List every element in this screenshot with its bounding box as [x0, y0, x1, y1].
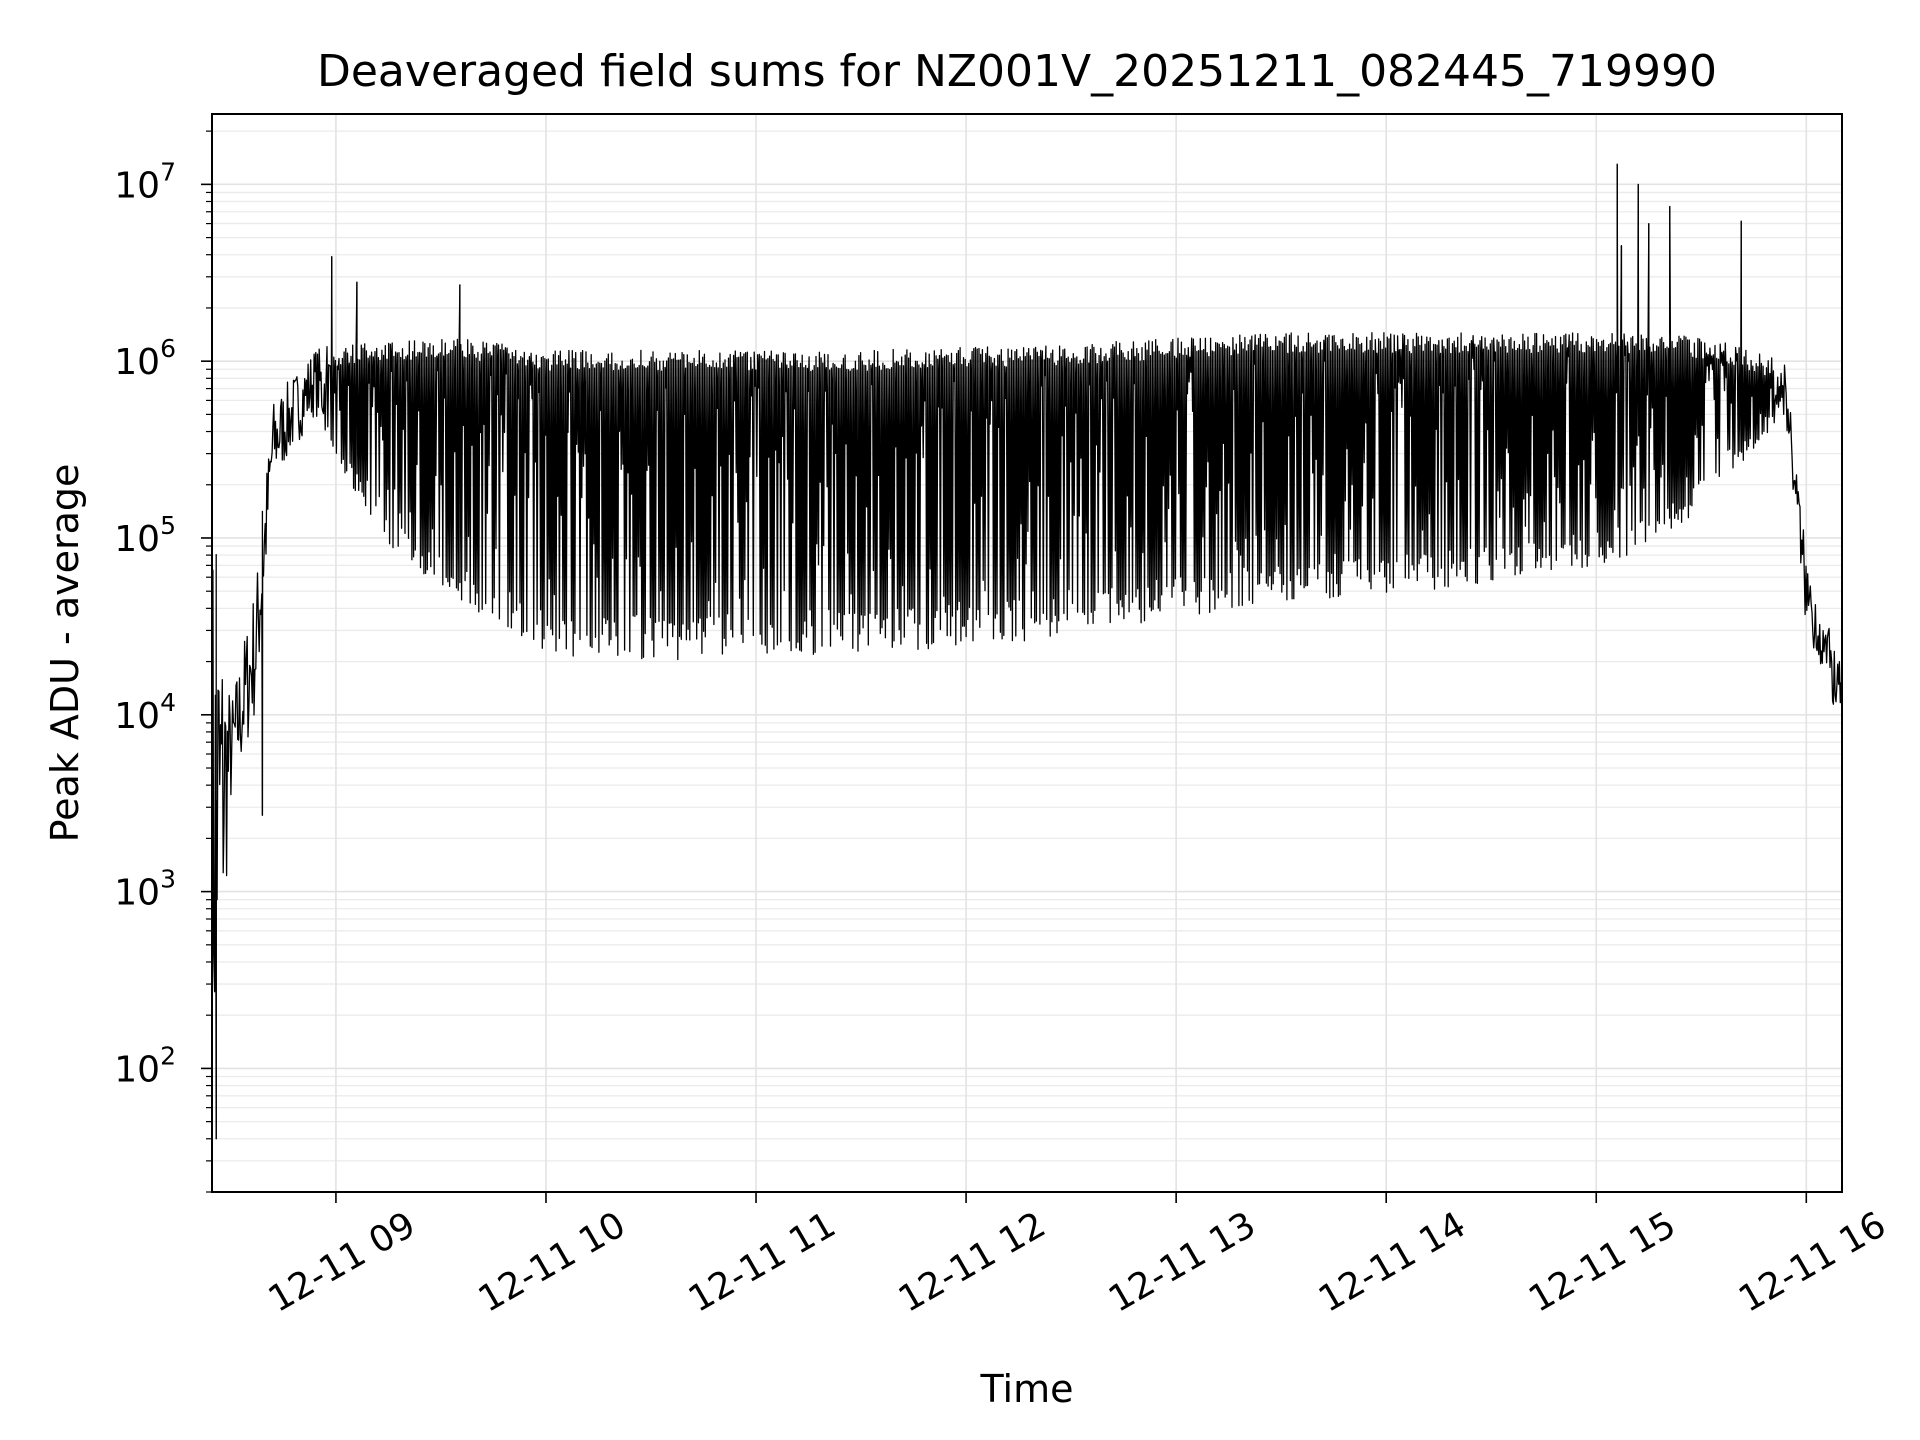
plot-frame — [211, 113, 1843, 1193]
y-tick-base: 10 — [114, 873, 160, 914]
y-tick-base: 10 — [114, 342, 160, 383]
y-tick-label: 103 — [114, 865, 176, 914]
y-tick-exponent: 3 — [160, 865, 176, 894]
y-tick-exponent: 2 — [160, 1041, 176, 1070]
y-tick-base: 10 — [114, 1049, 160, 1090]
plot-series — [211, 163, 1843, 1161]
y-tick-exponent: 5 — [160, 511, 176, 540]
y-tick-exponent: 4 — [160, 688, 176, 717]
axis-ticks — [201, 130, 1808, 1203]
series-line — [211, 163, 1843, 1161]
y-tick-exponent: 7 — [160, 157, 176, 186]
x-axis-label: Time — [980, 1367, 1074, 1411]
y-tick-label: 105 — [114, 511, 176, 560]
chart-title: Deaveraged field sums for NZ001V_2025121… — [317, 46, 1717, 97]
y-axis-label: Peak ADU - average — [43, 464, 87, 843]
y-tick-label: 106 — [114, 334, 176, 383]
y-tick-base: 10 — [114, 165, 160, 206]
y-tick-label: 107 — [114, 157, 176, 206]
y-tick-base: 10 — [114, 519, 160, 560]
y-tick-label: 104 — [114, 688, 176, 737]
y-tick-exponent: 6 — [160, 334, 176, 363]
y-tick-label: 102 — [114, 1041, 176, 1090]
y-tick-base: 10 — [114, 696, 160, 737]
